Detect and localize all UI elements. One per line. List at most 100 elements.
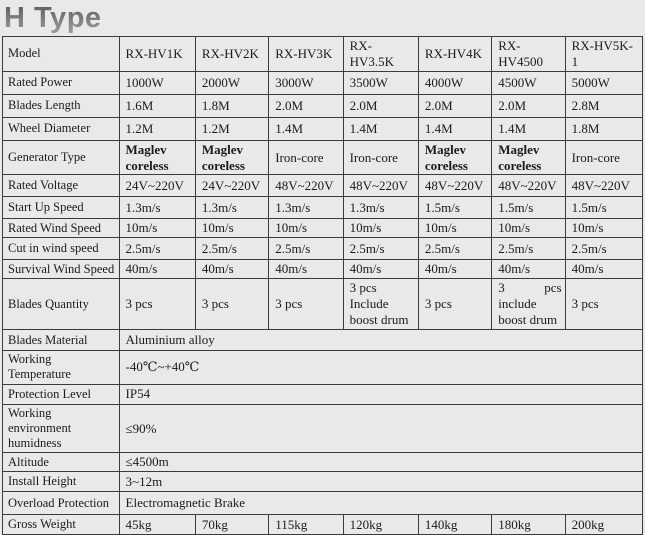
spec-label: Working Temperature [2,350,120,385]
spec-value: 5000W [564,70,644,95]
table-row: Start Up Speed 1.3m/s 1.3m/s 1.3m/s 1.3m/s 1.… [2,196,644,220]
spec-value-span: 3~12m [118,471,644,493]
spec-value: 4500W [491,70,566,95]
spec-value-span: IP54 [118,383,644,405]
spec-value: 10m/s [491,218,566,239]
spec-value: 2.0M [268,93,344,118]
table-row: Survival Wind Speed 40m/s 40m/s 40m/s 40m/s 4… [2,259,644,280]
spec-value: Maglev coreless [417,139,493,176]
spec-value: 1.4M [268,116,344,141]
spec-value: 140kg [417,514,493,535]
spec-value: 1.2M [194,116,270,141]
spec-label: Install Height [2,471,120,493]
table-row: Model RX-HV1K RX-HV2K RX-HV3K RX-HV3.5K RX-HV… [2,36,644,72]
spec-value: 40m/s [417,259,493,280]
spec-value: Maglev coreless [118,139,196,176]
spec-value: 45kg [118,514,196,535]
table-row: Blades Quantity 3 pcs 3 pcs 3 pcs 3 pcs Incl… [2,278,644,331]
spec-value: 2.8M [564,93,644,118]
spec-value: Iron-core [342,139,419,176]
table-row: Blades Length 1.6M 1.8M 2.0M 2.0M 2.0M 2.0M 2.8… [2,93,644,118]
spec-label: Cut in wind speed [2,237,120,261]
spec-label: Rated Voltage [2,174,120,198]
model-name: RX-HV3.5K [342,36,419,72]
model-name: RX-HV2K [194,36,270,72]
spec-value-span: Aluminium alloy [118,329,644,352]
spec-value: 1.3m/s [194,196,270,220]
spec-value: 24V~220V [118,174,196,198]
table-row: Install Height 3~12m [2,471,644,493]
spec-value: Maglev coreless [491,139,566,176]
spec-value: 1.3m/s [118,196,196,220]
spec-label: Rated Power [2,70,120,95]
spec-value: 48V~220V [564,174,644,198]
spec-value: 3 pcs [417,278,493,331]
spec-label: Altitude [2,452,120,473]
spec-value: 48V~220V [268,174,344,198]
spec-value: 2000W [194,70,270,95]
spec-value-span: Electromagnetic Brake [118,491,644,516]
spec-value: 10m/s [564,218,644,239]
spec-value: 115kg [268,514,344,535]
spec-value: 1.5m/s [564,196,644,220]
table-row: Altitude ≤4500m [2,452,644,473]
spec-label: Survival Wind Speed [2,259,120,280]
spec-value: 3 pcs Include boost drum [342,278,419,331]
spec-label: Start Up Speed [2,196,120,220]
spec-value: 3 pcs [194,278,270,331]
spec-value: 1.8M [564,116,644,141]
model-name: RX-HV3K [268,36,344,72]
spec-value: 1.8M [194,93,270,118]
model-name: RX-HV1K [118,36,196,72]
spec-value: 200kg [564,514,644,535]
spec-label: Wheel Diameter [2,116,120,141]
table-row: Gross Weight 45kg 70kg 115kg 120kg 140kg 180kg… [2,514,644,535]
table-row: Rated Voltage 24V~220V 24V~220V 48V~220V 48V… [2,174,644,198]
spec-value: 2.0M [342,93,419,118]
spec-value: 10m/s [342,218,419,239]
table-row: Overload Protection Electromagnetic Brake [2,491,644,516]
spec-value: 3 pcs [118,278,196,331]
spec-value: 2.5m/s [417,237,493,261]
table-row: Rated Power 1000W 2000W 3000W 3500W 4000W 4500… [2,70,644,95]
spec-value: 40m/s [268,259,344,280]
spec-value: 3 pcs [564,278,644,331]
spec-label: Overload Protection [2,491,120,516]
spec-value: 40m/s [194,259,270,280]
spec-value: 2.5m/s [194,237,270,261]
spec-label: Gross Weight [2,514,120,535]
model-name: RX-HV5K-1 [564,36,644,72]
spec-value: 2.5m/s [491,237,566,261]
spec-value: 1.5m/s [417,196,493,220]
spec-table: Model RX-HV1K RX-HV2K RX-HV3K RX-HV3.5K RX-HV… [2,36,644,535]
spec-value: 3 pcs include boost drum [491,278,566,331]
table-row: Protection Level IP54 [2,383,644,405]
spec-value: 3 pcs [268,278,344,331]
spec-value: 2.0M [491,93,566,118]
model-name: RX-HV4500 [491,36,566,72]
spec-value: 1.3m/s [268,196,344,220]
spec-value: 2.0M [417,93,493,118]
spec-value: 3000W [268,70,344,95]
spec-value: 48V~220V [342,174,419,198]
spec-label: Blades Quantity [2,278,120,331]
spec-value: 70kg [194,514,270,535]
model-name: RX-HV4K [417,36,493,72]
spec-value: 2.5m/s [118,237,196,261]
spec-value: 120kg [342,514,419,535]
spec-value: 4000W [417,70,493,95]
spec-value: 2.5m/s [564,237,644,261]
spec-value: 10m/s [417,218,493,239]
spec-value: 1.6M [118,93,196,118]
spec-label: Generator Type [2,139,120,176]
spec-value: Iron-core [564,139,644,176]
spec-label: Rated Wind Speed [2,218,120,239]
spec-value: 1000W [118,70,196,95]
spec-value-span: ≤90% [118,403,644,454]
spec-value: 1.3m/s [342,196,419,220]
spec-value: 1.4M [417,116,493,141]
spec-value: 1.2M [118,116,196,141]
spec-label: Blades Length [2,93,120,118]
spec-value: 2.5m/s [268,237,344,261]
spec-value: 1.5m/s [491,196,566,220]
